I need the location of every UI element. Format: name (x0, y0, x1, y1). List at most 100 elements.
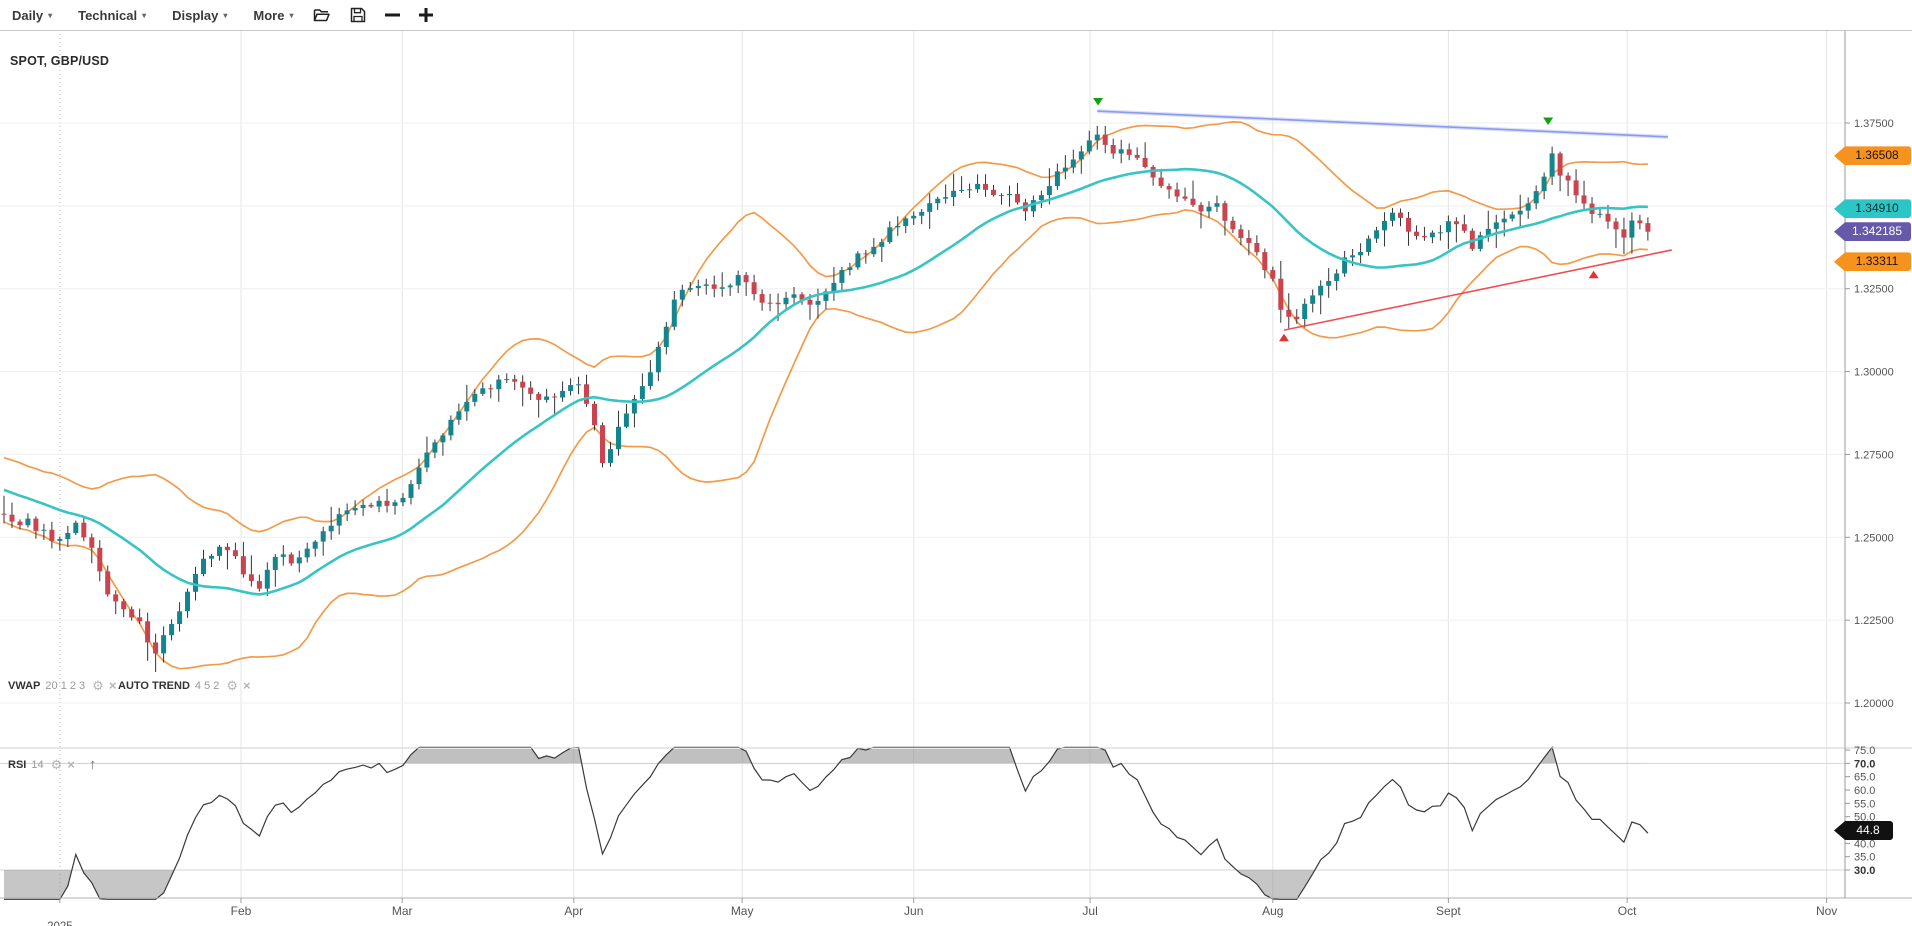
vwap-label: VWAP (8, 679, 41, 692)
badge-upper-band: 1.36508 (1834, 146, 1911, 166)
candle-body (1166, 186, 1172, 190)
gear-icon[interactable]: ⚙ (226, 678, 239, 693)
candle-body (1270, 270, 1276, 279)
candle-body (1414, 231, 1419, 236)
close-icon[interactable]: × (108, 678, 117, 693)
candle-body (480, 388, 486, 394)
candle-body (33, 518, 39, 531)
candle-body (576, 384, 582, 386)
candle-body (1533, 191, 1539, 204)
candle-body (831, 282, 837, 292)
axis-label: 2025 (47, 921, 73, 926)
candle-body (1350, 255, 1356, 258)
candle-body (440, 435, 446, 443)
candle-body (751, 282, 757, 295)
candle-body (1182, 196, 1188, 199)
menu-display[interactable]: Display ▾ (172, 8, 227, 23)
rsi-layer (0, 745, 1845, 900)
candle-body (1597, 213, 1603, 215)
candle-body (448, 419, 454, 436)
candle-body (368, 504, 374, 507)
menu-more[interactable]: More ▾ (253, 8, 293, 23)
candle-body (248, 574, 254, 582)
candle-body (895, 226, 901, 228)
candle-body (560, 390, 566, 398)
candle-body (815, 300, 821, 305)
close-icon[interactable]: × (243, 678, 251, 693)
candle-body (1, 513, 7, 515)
zoom-in-button[interactable] (418, 7, 434, 23)
candle-body (1278, 278, 1284, 310)
candle-body (49, 529, 55, 541)
candle-body (687, 288, 693, 290)
candle-body (456, 411, 462, 420)
symbol-label: SPOT, GBP/USD (10, 52, 109, 70)
candle-body (408, 484, 414, 498)
candle-body (1134, 154, 1140, 158)
candle-body (999, 195, 1004, 196)
candle-body (1302, 303, 1308, 320)
candle-body (783, 297, 789, 305)
menu-timeframe[interactable]: Daily ▾ (12, 8, 52, 23)
candle-body (1118, 149, 1124, 154)
candle-body (41, 529, 47, 531)
candle-body (759, 294, 765, 303)
menu-technical[interactable]: Technical ▾ (78, 8, 146, 23)
toolbar: Daily ▾ Technical ▾ Display ▾ More ▾ (0, 0, 1912, 31)
chevron-down-icon: ▾ (142, 10, 147, 20)
candle-body (839, 270, 845, 283)
candle-body (169, 624, 175, 636)
candle-body (1086, 140, 1092, 152)
candle-body (959, 190, 965, 191)
candle-body (1054, 171, 1060, 187)
gear-icon[interactable]: ⚙ (92, 678, 104, 693)
candle-body (983, 183, 988, 190)
candle-body (1525, 203, 1531, 211)
candle-body (296, 557, 302, 564)
candle-body (1429, 232, 1435, 238)
candle-body (129, 609, 135, 618)
grid-layer (0, 30, 1845, 898)
save-layout-button[interactable] (350, 7, 366, 23)
candle-body (911, 215, 917, 219)
candle-body (1517, 210, 1523, 215)
candle-body (73, 522, 79, 533)
candle-body (177, 611, 183, 624)
close-icon[interactable]: × (67, 757, 75, 772)
candle-body (1461, 224, 1467, 231)
gear-icon[interactable]: ⚙ (50, 757, 63, 772)
candle-body (1477, 235, 1483, 249)
candle-body (1509, 214, 1515, 219)
candles-layer (1, 125, 1651, 672)
candle-body (1557, 153, 1563, 176)
candle-body (679, 289, 685, 300)
open-layout-button[interactable] (313, 8, 331, 23)
arrow-up-icon[interactable]: ↑ (88, 756, 97, 773)
badge-last-price: 1.342185 (1834, 222, 1911, 242)
axis-label: 75.0 (1854, 745, 1875, 757)
autotrend-label: AUTO TREND (118, 679, 190, 692)
zoom-out-button[interactable] (384, 7, 402, 23)
candle-body (1318, 285, 1324, 296)
chevron-down-icon: ▾ (289, 10, 294, 20)
candle-body (600, 425, 605, 463)
candle-body (57, 539, 63, 541)
candle-body (1262, 252, 1268, 271)
indicator-rsi-row: RSI 14 ⚙ × ↑ (8, 757, 96, 772)
candle-body (823, 291, 829, 301)
candle-body (496, 379, 502, 390)
candle-body (217, 546, 222, 556)
axis-label: 35.0 (1854, 852, 1875, 864)
rsi-params: 14 (31, 758, 44, 771)
candle-body (89, 537, 95, 548)
vwap-params: 20 1 2 3 (45, 679, 86, 692)
candle-body (121, 601, 127, 610)
candle-body (695, 285, 701, 289)
candle-body (671, 299, 677, 327)
candle-body (360, 504, 366, 508)
axis-label: Mar (392, 904, 413, 918)
candle-body (639, 386, 645, 399)
candle-body (1150, 166, 1156, 178)
candle-body (65, 533, 71, 539)
